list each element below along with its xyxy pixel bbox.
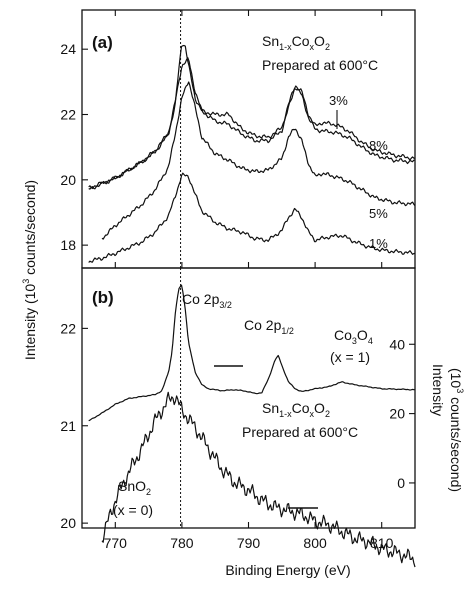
panel-b-co3o4-curve — [88, 284, 416, 422]
series-label-3pct: 3% — [329, 93, 348, 108]
sno2-label: SnO2 — [118, 478, 151, 497]
panel-a-y-tick-label: 22 — [60, 107, 76, 123]
x-tick-label: 770 — [104, 535, 128, 551]
panel-a-series-2 — [88, 57, 416, 190]
panel-a: 18 20 22 24 (a) Sn1-xCoxO2 Prepared at 600°… — [60, 9, 416, 269]
panel-a-series-1 — [88, 44, 416, 190]
panel-b-left-y-tick-label: 21 — [60, 418, 76, 434]
sno2-x-label: (x = 0) — [113, 502, 153, 518]
panel-a-curves — [88, 44, 416, 263]
series-label-1pct: 1% — [369, 236, 388, 251]
panel-b-left-y-ticks: 20 21 22 — [60, 320, 88, 531]
panel-a-y-tick-label: 20 — [60, 172, 76, 188]
left-y-axis-title: Intensity (103 counts/second) — [21, 180, 38, 360]
panel-b-label: (b) — [92, 288, 114, 307]
panel-a-y-tick-label: 18 — [60, 237, 76, 253]
series-label-5pct: 5% — [369, 206, 388, 221]
panel-b-x-ticks: 770 780 790 800 810 — [104, 522, 394, 551]
panel-b-left-y-tick-label: 22 — [60, 320, 76, 336]
panel-a-y-ticks: 18 20 22 24 — [60, 41, 88, 253]
panel-a-label: (a) — [92, 33, 113, 52]
peak-label-co2p32: Co 2p3/2 — [182, 291, 232, 310]
co3o4-label: Co3O4 — [334, 327, 373, 346]
panel-b-sno2-curve — [101, 391, 416, 568]
right-y-axis-title-line2: (103 counts/second) — [448, 368, 465, 492]
panel-a-prepared-note: Prepared at 600°C — [262, 57, 378, 73]
panel-b-curves — [88, 284, 416, 568]
panel-a-y-tick-label: 24 — [60, 41, 76, 57]
panel-b-right-y-tick-label: 20 — [389, 406, 405, 422]
series-label-8pct: 8% — [369, 138, 388, 153]
panel-b-left-y-tick-label: 20 — [60, 515, 76, 531]
panel-a-x-ticks — [114, 10, 383, 268]
right-y-axis-title-line1: Intensity — [430, 364, 446, 416]
x-axis-title: Binding Energy (eV) — [225, 562, 350, 578]
panel-b-right-y-ticks: 0 20 40 — [389, 336, 415, 491]
panel-b-prepared-note: Prepared at 600°C — [242, 424, 358, 440]
x-tick-label: 780 — [170, 535, 194, 551]
panel-b-right-y-tick-label: 0 — [397, 475, 405, 491]
peak-label-co2p12: Co 2p1/2 — [244, 317, 294, 336]
panel-a-series-4 — [88, 172, 416, 263]
panel-a-formula: Sn1-xCoxO2 — [262, 33, 330, 52]
x-tick-label: 790 — [237, 535, 261, 551]
co3o4-x-label: (x = 1) — [330, 349, 370, 365]
panel-b-right-y-tick-label: 40 — [389, 336, 405, 352]
panel-a-frame — [81, 9, 416, 269]
panel-a-series-3 — [101, 81, 416, 240]
x-tick-label: 800 — [303, 535, 327, 551]
panel-b-formula: Sn1-xCoxO2 — [262, 400, 330, 419]
